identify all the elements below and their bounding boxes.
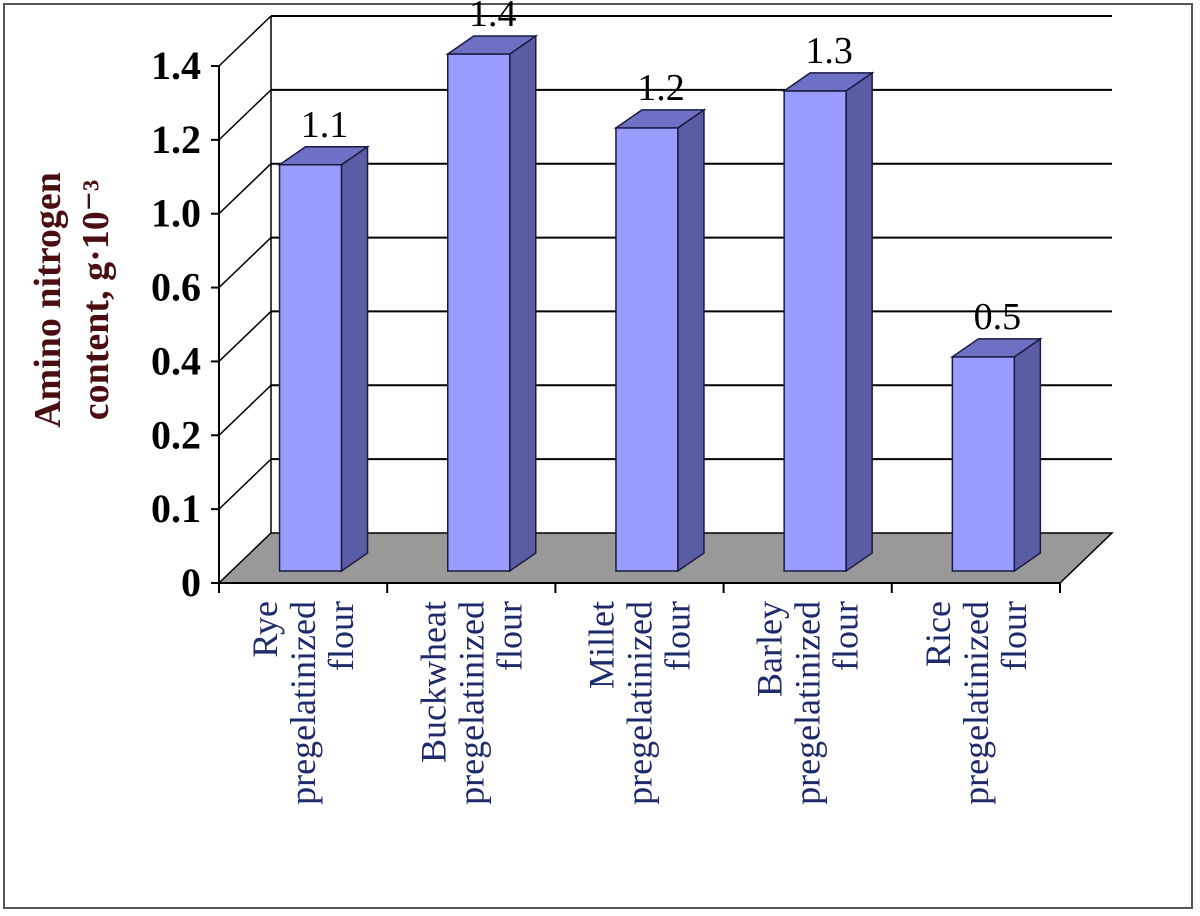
bar-top [445, 35, 539, 55]
bar-top [781, 72, 875, 92]
x-category-line: pregelatinized [956, 601, 996, 805]
bar-side [1013, 337, 1042, 573]
x-category-line: Barley [750, 601, 790, 697]
bar-side [677, 108, 705, 573]
bar [783, 90, 847, 572]
x-category-line: Rice [918, 601, 958, 667]
y-axis-ticks: 0 0.1 0.2 0.4 0.6 1.0 1.2 1.4 [151, 43, 1061, 605]
x-category-line: flour [321, 601, 361, 671]
y-tick-label: 0.1 [151, 486, 201, 531]
y-tick-label: 0.6 [151, 265, 201, 310]
bar-top [949, 338, 1043, 358]
bar-top [613, 109, 707, 129]
y-axis-label-line-1: Amino nitrogen [27, 172, 69, 428]
bar [278, 164, 343, 572]
gridline-diagonal [218, 89, 272, 141]
gridline-diagonal [218, 237, 272, 289]
y-tick-label: 0.2 [151, 412, 201, 457]
gridline-diagonal [218, 458, 272, 510]
y-tick-label: 0.4 [151, 338, 201, 383]
bars [277, 34, 1043, 573]
bar-side [509, 34, 537, 573]
y-tick-label: 0 [181, 560, 201, 605]
y-tick-label: 1.4 [151, 43, 201, 88]
data-label: 1.3 [805, 30, 853, 72]
bar [447, 53, 511, 572]
x-category-line: flour [994, 601, 1034, 671]
gridline-diagonal [218, 163, 272, 215]
y-tick-label: 1.0 [151, 191, 201, 236]
data-label: 1.1 [301, 104, 349, 146]
gridline-diagonal [218, 15, 272, 67]
gridline-diagonal [218, 384, 272, 436]
data-label: 1.2 [637, 67, 685, 109]
x-category-line: pregelatinized [283, 601, 323, 805]
x-category-line: Millet [582, 601, 622, 689]
bar-side [845, 71, 873, 573]
x-category-line: flour [489, 601, 529, 671]
bar-top [277, 146, 370, 166]
bar [615, 127, 679, 572]
y-tick-label: 1.2 [151, 117, 201, 162]
x-category-line: flour [826, 601, 866, 671]
x-category-line: pregelatinized [788, 601, 828, 805]
x-category-line: flour [658, 601, 698, 671]
x-category-line: Buckwheat [413, 601, 453, 763]
x-category-line: Rye [245, 601, 285, 658]
data-label: 0.5 [974, 296, 1022, 338]
y-axis-label: Amino nitrogen content, g·10⁻³ [27, 172, 117, 428]
y-axis-label-line-2: content, g·10⁻³ [75, 180, 117, 420]
data-labels: 1.1 1.4 1.2 1.3 0.5 [301, 0, 1021, 338]
x-category-line: pregelatinized [620, 601, 660, 805]
bar-side [340, 145, 369, 573]
data-label: 1.4 [469, 0, 517, 35]
x-category-line: pregelatinized [451, 601, 491, 805]
bar [951, 356, 1016, 572]
gridline-diagonal [218, 310, 272, 362]
